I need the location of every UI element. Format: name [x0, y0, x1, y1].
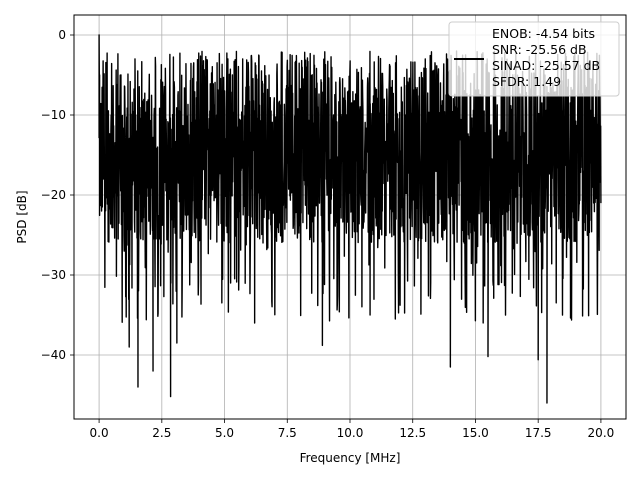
y-axis-label: PSD [dB]	[15, 190, 29, 243]
legend-line-3: SINAD: -25.57 dB	[492, 58, 600, 73]
x-axis-ticks: 0.0 2.5 5.0 7.5 10.0 12.5 15.0 17.5 20.0	[90, 419, 615, 440]
legend-line-2: SNR: -25.56 dB	[492, 42, 587, 57]
psd-series-line	[98, 34, 602, 404]
y-tick-label: −30	[41, 268, 66, 282]
x-tick-label: 15.0	[462, 426, 489, 440]
y-tick-label: −40	[41, 348, 66, 362]
legend: ENOB: -4.54 bits SNR: -25.56 dB SINAD: -…	[448, 21, 620, 97]
x-tick-label: 17.5	[525, 426, 552, 440]
x-tick-label: 2.5	[152, 426, 171, 440]
x-tick-label: 12.5	[399, 426, 426, 440]
y-tick-label: −20	[41, 188, 66, 202]
y-tick-label: 0	[58, 28, 66, 42]
y-tick-label: −10	[41, 108, 66, 122]
x-axis-label: Frequency [MHz]	[300, 451, 401, 465]
y-axis-ticks: 0 −10 −20 −30 −40	[41, 28, 74, 362]
x-tick-label: 10.0	[337, 426, 364, 440]
x-tick-label: 0.0	[90, 426, 109, 440]
x-tick-label: 7.5	[278, 426, 297, 440]
legend-box	[448, 21, 620, 97]
plot-area	[98, 34, 602, 404]
x-tick-label: 20.0	[588, 426, 615, 440]
x-tick-label: 5.0	[215, 426, 234, 440]
legend-line-1: ENOB: -4.54 bits	[492, 26, 595, 41]
legend-line-4: SFDR: 1.49	[492, 74, 561, 89]
